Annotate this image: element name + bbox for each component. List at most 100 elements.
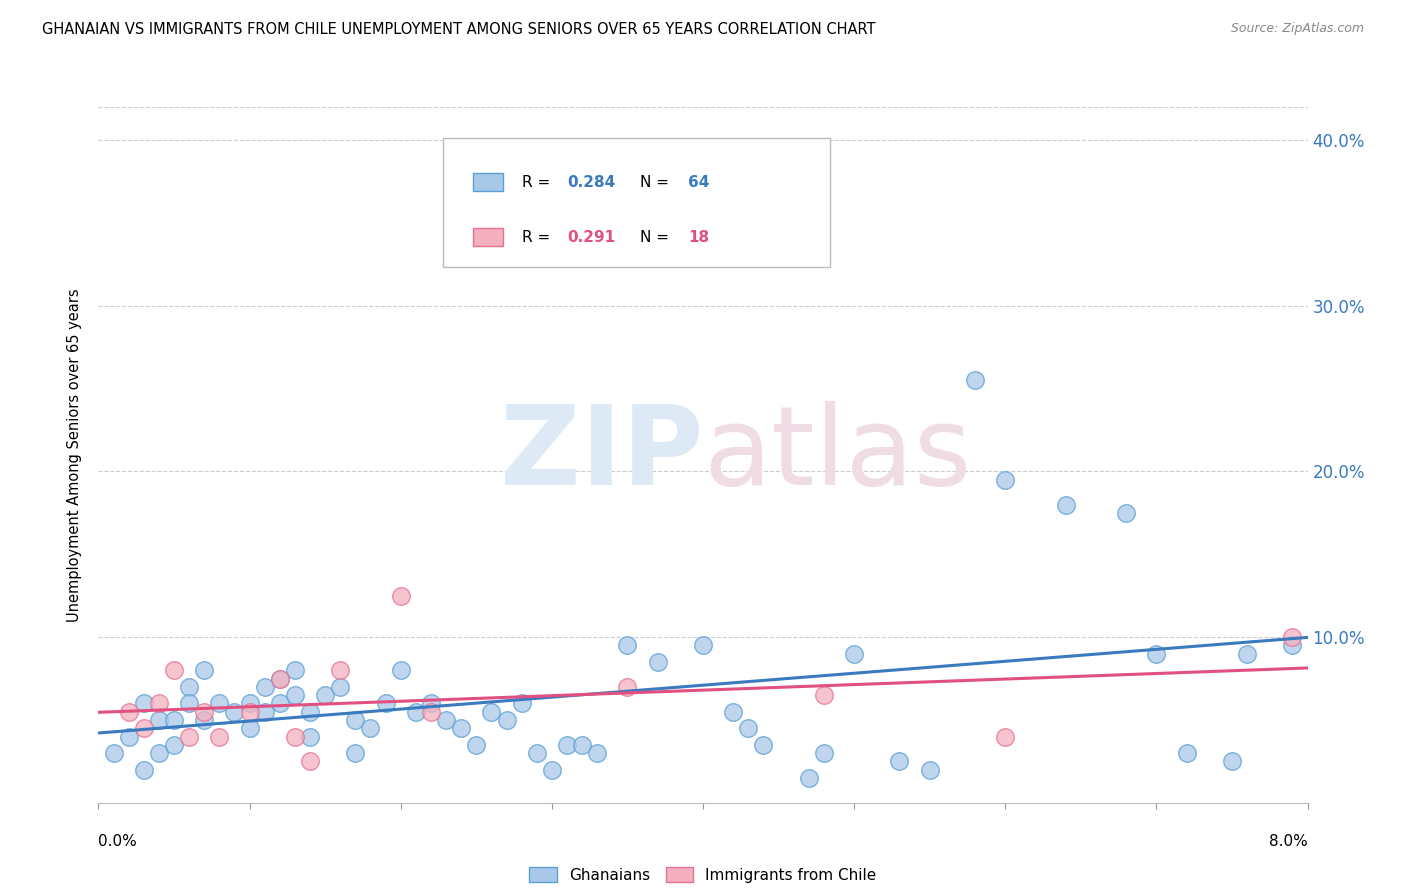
Text: 0.0%: 0.0% xyxy=(98,834,138,849)
Text: ZIP: ZIP xyxy=(499,401,703,508)
Text: N =: N = xyxy=(640,229,673,244)
Point xyxy=(844,647,866,661)
Point xyxy=(737,721,759,735)
Point xyxy=(1220,755,1243,769)
Text: R =: R = xyxy=(522,229,555,244)
Y-axis label: Unemployment Among Seniors over 65 years: Unemployment Among Seniors over 65 years xyxy=(67,288,83,622)
Point xyxy=(269,672,291,686)
Point xyxy=(193,713,215,727)
Text: N =: N = xyxy=(640,175,673,189)
Point xyxy=(329,680,352,694)
Point xyxy=(481,705,503,719)
Point xyxy=(797,771,820,785)
Point xyxy=(132,721,155,735)
Point xyxy=(284,688,307,702)
Point xyxy=(284,663,307,677)
Legend: Ghanaians, Immigrants from Chile: Ghanaians, Immigrants from Chile xyxy=(522,859,884,890)
Point xyxy=(163,663,186,677)
Point xyxy=(253,705,276,719)
Point xyxy=(132,697,155,711)
Point xyxy=(571,738,593,752)
Point xyxy=(284,730,307,744)
Text: atlas: atlas xyxy=(703,401,972,508)
Point xyxy=(1146,647,1168,661)
Point xyxy=(132,763,155,777)
Point xyxy=(434,713,457,727)
Point xyxy=(193,663,215,677)
Point xyxy=(239,697,262,711)
Point xyxy=(526,746,548,760)
Point xyxy=(420,705,443,719)
Point xyxy=(389,663,412,677)
Point xyxy=(314,688,336,702)
Point xyxy=(752,738,775,752)
Text: 18: 18 xyxy=(689,229,710,244)
Point xyxy=(239,705,262,719)
FancyBboxPatch shape xyxy=(443,138,830,267)
Point xyxy=(813,688,835,702)
Point xyxy=(389,589,412,603)
Point xyxy=(1175,746,1198,760)
FancyBboxPatch shape xyxy=(474,173,503,191)
Text: 64: 64 xyxy=(689,175,710,189)
Point xyxy=(495,713,517,727)
Point xyxy=(586,746,609,760)
Point xyxy=(360,721,382,735)
Point xyxy=(994,473,1017,487)
Point xyxy=(616,639,638,653)
Point xyxy=(344,746,367,760)
Point xyxy=(994,730,1017,744)
Point xyxy=(1281,639,1303,653)
Point xyxy=(889,755,911,769)
Point xyxy=(647,655,669,669)
Text: 0.291: 0.291 xyxy=(568,229,616,244)
Point xyxy=(208,730,231,744)
Point xyxy=(193,705,215,719)
Point xyxy=(405,705,427,719)
Point xyxy=(179,697,201,711)
Point xyxy=(541,763,564,777)
Point xyxy=(299,755,322,769)
Point xyxy=(148,713,170,727)
Text: 8.0%: 8.0% xyxy=(1268,834,1308,849)
Point xyxy=(965,373,987,387)
Point xyxy=(813,746,835,760)
Text: R =: R = xyxy=(522,175,555,189)
Point xyxy=(239,721,262,735)
Point xyxy=(329,663,352,677)
FancyBboxPatch shape xyxy=(474,228,503,246)
Point xyxy=(1054,498,1077,512)
Point xyxy=(723,705,745,719)
Point xyxy=(179,680,201,694)
Point xyxy=(118,730,141,744)
Text: GHANAIAN VS IMMIGRANTS FROM CHILE UNEMPLOYMENT AMONG SENIORS OVER 65 YEARS CORRE: GHANAIAN VS IMMIGRANTS FROM CHILE UNEMPL… xyxy=(42,22,876,37)
Point xyxy=(374,697,396,711)
Point xyxy=(918,763,941,777)
Point xyxy=(450,721,472,735)
Text: 0.284: 0.284 xyxy=(568,175,616,189)
Point xyxy=(1281,630,1303,644)
Point xyxy=(616,680,638,694)
Point xyxy=(253,680,276,694)
Point xyxy=(208,697,231,711)
Point xyxy=(299,730,322,744)
Text: Source: ZipAtlas.com: Source: ZipAtlas.com xyxy=(1230,22,1364,36)
Point xyxy=(344,713,367,727)
Point xyxy=(1115,506,1137,520)
Point xyxy=(148,697,170,711)
Point xyxy=(299,705,322,719)
Point xyxy=(692,639,714,653)
Point xyxy=(555,738,578,752)
Point xyxy=(103,746,125,760)
Point xyxy=(118,705,141,719)
Point xyxy=(269,672,291,686)
Point xyxy=(163,713,186,727)
Point xyxy=(510,697,533,711)
Point xyxy=(179,730,201,744)
Point xyxy=(465,738,488,752)
Point xyxy=(224,705,246,719)
Point xyxy=(148,746,170,760)
Point xyxy=(163,738,186,752)
Point xyxy=(1236,647,1258,661)
Point xyxy=(269,697,291,711)
